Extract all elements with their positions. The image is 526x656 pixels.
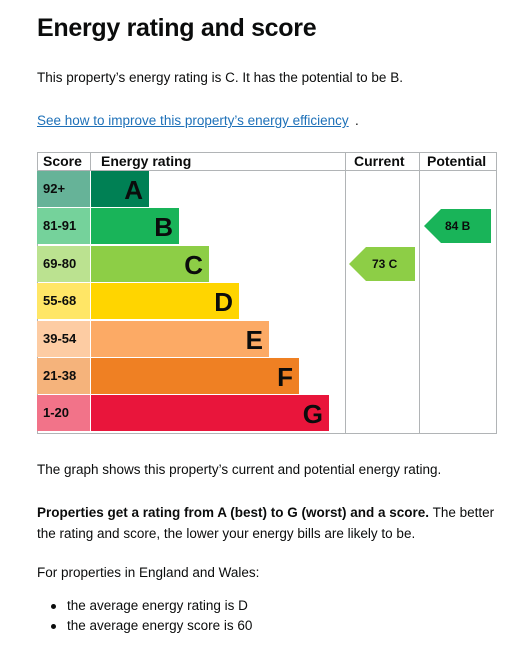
band-score-range-f: 21-38 (37, 358, 90, 394)
band-bar-f: F (91, 358, 299, 394)
grid-bottom (37, 433, 497, 434)
rating-explanation-rest: The better the rating and score, the low… (37, 505, 495, 541)
grid-top (37, 152, 497, 153)
list-item: the average energy rating is D (37, 596, 252, 616)
band-score-range-c: 69-80 (37, 246, 90, 282)
rating-explanation: Properties get a rating from A (best) to… (37, 502, 507, 544)
band-bar-e: E (91, 321, 269, 357)
rating-summary: This property’s energy rating is C. It h… (37, 70, 403, 85)
current-arrow-shape (349, 247, 415, 281)
grid-right (496, 152, 497, 434)
potential-rating-label: 84 B (445, 219, 471, 233)
list-item: the average energy score is 60 (37, 616, 252, 636)
current-rating-label: 73 C (372, 257, 398, 271)
potential-rating-arrow: 84 B (424, 209, 491, 243)
band-score-range-b: 81-91 (37, 208, 90, 244)
improve-efficiency-link[interactable]: See how to improve this property’s energ… (37, 113, 349, 128)
link-suffix: . (355, 113, 359, 128)
grid-header-bottom (37, 170, 497, 171)
energy-rating-chart: Score Energy rating Current Potential 92… (37, 152, 497, 434)
band-score-range-d: 55-68 (37, 283, 90, 319)
page-title: Energy rating and score (37, 14, 317, 42)
potential-arrow-shape (424, 209, 491, 243)
band-score-range-a: 92+ (37, 171, 90, 207)
graph-caption: The graph shows this property’s current … (37, 462, 442, 477)
band-bar-b: B (91, 208, 179, 244)
england-wales-intro: For properties in England and Wales: (37, 565, 260, 580)
band-score-range-e: 39-54 (37, 321, 90, 357)
band-bar-d: D (91, 283, 239, 319)
band-bar-g: G (91, 395, 329, 431)
header-score: Score (43, 153, 82, 169)
averages-list: the average energy rating is D the avera… (37, 596, 252, 636)
current-rating-arrow: 73 C (349, 247, 415, 281)
header-potential: Potential (427, 153, 487, 169)
rating-explanation-bold: Properties get a rating from A (best) to… (37, 505, 430, 520)
grid-col-1 (90, 152, 91, 171)
header-energy-rating: Energy rating (101, 153, 192, 169)
band-bar-a: A (91, 171, 149, 207)
band-score-range-g: 1-20 (37, 395, 90, 431)
grid-col-2 (345, 152, 346, 434)
band-bar-c: C (91, 246, 209, 282)
grid-col-3 (419, 152, 420, 434)
header-current: Current (354, 153, 405, 169)
